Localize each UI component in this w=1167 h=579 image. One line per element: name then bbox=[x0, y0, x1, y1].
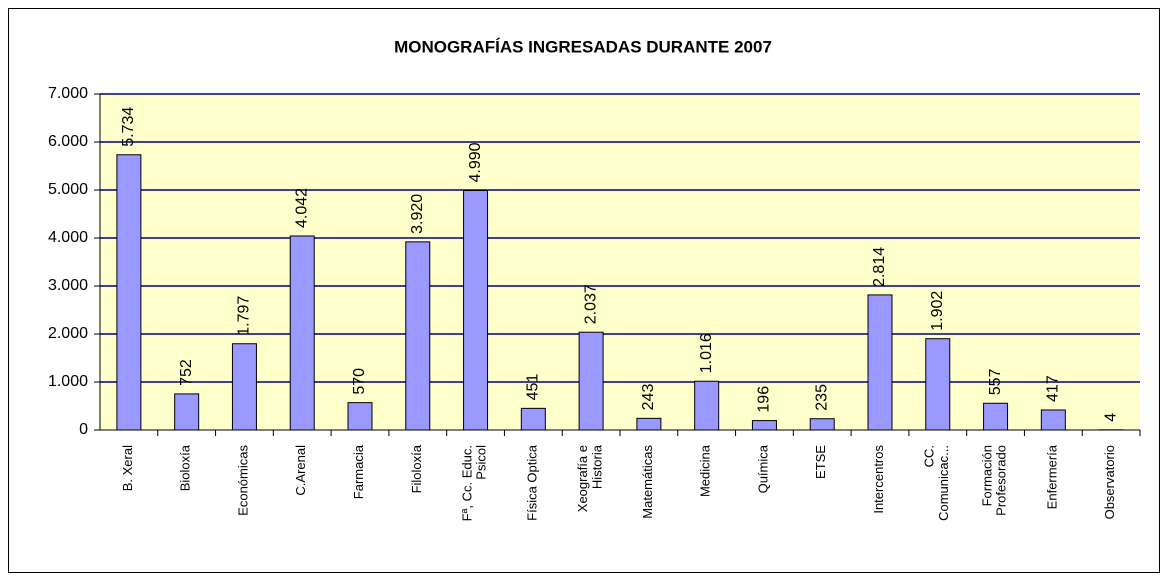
y-tick-label: 2.000 bbox=[48, 325, 88, 342]
data-label: 243 bbox=[640, 384, 657, 411]
y-tick-label: 1.000 bbox=[48, 373, 88, 390]
x-tick-label: Observatorio bbox=[1103, 445, 1118, 519]
x-tick-label: Química bbox=[756, 444, 771, 493]
x-tick-label: ETSE bbox=[814, 445, 829, 479]
data-label: 3.920 bbox=[409, 194, 426, 234]
y-tick-label: 6.000 bbox=[48, 133, 88, 150]
y-tick-label: 3.000 bbox=[48, 277, 88, 294]
data-label: 196 bbox=[756, 386, 773, 413]
bar bbox=[347, 402, 373, 431]
x-tick-label: CC.Comunicac... bbox=[922, 445, 951, 521]
x-tick-label: Bioloxía bbox=[178, 444, 193, 491]
bar bbox=[405, 241, 431, 431]
data-label: 235 bbox=[813, 384, 830, 411]
bar bbox=[751, 420, 777, 431]
data-label: 2.037 bbox=[582, 284, 599, 324]
x-tick-label: Filoloxía bbox=[409, 444, 424, 493]
data-label: 4.990 bbox=[467, 142, 484, 182]
y-tick-label: 7.000 bbox=[48, 85, 88, 102]
x-tick-label: Intercentros bbox=[871, 445, 886, 514]
bar bbox=[231, 343, 257, 431]
bar bbox=[636, 417, 662, 431]
chart-title: MONOGRAFÍAS INGRESADAS DURANTE 2007 bbox=[394, 37, 772, 56]
x-tick-label: C.Arenal bbox=[294, 445, 309, 496]
x-tick-label: Farmacia bbox=[351, 444, 366, 499]
bar bbox=[809, 418, 835, 431]
x-tick-label: FormaciónProfesorado bbox=[980, 445, 1009, 516]
bar bbox=[867, 294, 893, 431]
data-label: 570 bbox=[351, 368, 368, 395]
data-label: 752 bbox=[178, 359, 195, 386]
bar bbox=[694, 380, 720, 431]
x-tick-label: B. Xeral bbox=[120, 445, 135, 491]
bar bbox=[289, 235, 315, 431]
bar bbox=[925, 338, 951, 431]
data-label: 1.902 bbox=[929, 291, 946, 331]
data-label: 417 bbox=[1045, 375, 1062, 402]
bar bbox=[983, 402, 1009, 431]
data-label: 451 bbox=[525, 374, 542, 401]
data-label: 4.042 bbox=[293, 188, 310, 228]
bar bbox=[116, 154, 142, 431]
x-tick-label: Física Optica bbox=[525, 444, 540, 521]
x-tick-label: Económicas bbox=[236, 445, 251, 516]
x-tick-label: Xeografía eHistoria bbox=[575, 444, 604, 512]
x-tick-label: Fª, Cc. Educ.Psicol bbox=[460, 445, 489, 521]
bar bbox=[520, 407, 546, 431]
data-label: 1.797 bbox=[236, 296, 253, 336]
x-tick-label: Matemáticas bbox=[640, 445, 655, 519]
x-tick-label: Medicina bbox=[698, 444, 713, 497]
y-tick-label: 4.000 bbox=[48, 229, 88, 246]
data-label: 557 bbox=[987, 368, 1004, 395]
data-label: 4 bbox=[1102, 413, 1119, 422]
y-tick-label: 0 bbox=[79, 421, 88, 438]
plot-area bbox=[100, 94, 1140, 430]
bar bbox=[174, 393, 200, 431]
bar bbox=[463, 189, 489, 431]
x-tick-label: Enfermería bbox=[1045, 444, 1060, 509]
data-label: 5.734 bbox=[120, 107, 137, 147]
bar bbox=[578, 331, 604, 431]
data-label: 2.814 bbox=[871, 247, 888, 287]
y-tick-label: 5.000 bbox=[48, 181, 88, 198]
bar bbox=[1040, 409, 1066, 431]
data-label: 1.016 bbox=[698, 333, 715, 373]
